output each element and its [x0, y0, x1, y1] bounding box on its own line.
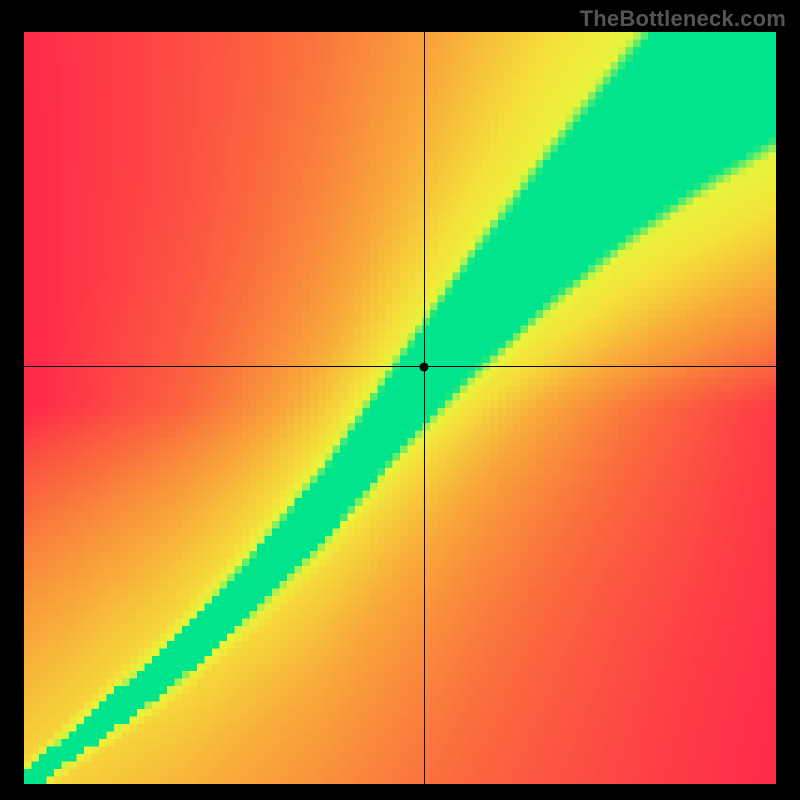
crosshair-horizontal [24, 366, 776, 367]
marker-dot [420, 362, 429, 371]
crosshair-vertical [424, 32, 425, 784]
heatmap-canvas [24, 32, 776, 784]
watermark-label: TheBottleneck.com [580, 6, 786, 32]
chart-container: TheBottleneck.com [0, 0, 800, 800]
